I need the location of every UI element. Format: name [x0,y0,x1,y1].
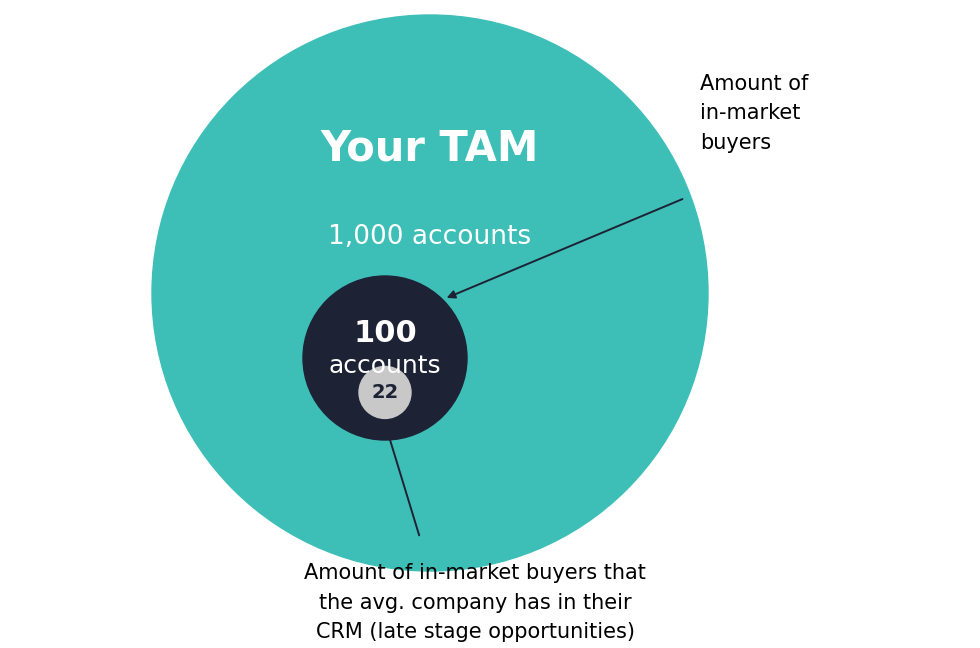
Text: Your TAM: Your TAM [320,128,539,169]
Text: accounts: accounts [328,354,441,378]
Text: 1,000 accounts: 1,000 accounts [328,224,531,250]
Text: 22: 22 [371,383,399,402]
Text: Amount of in-market buyers that
the avg. company has in their
CRM (late stage op: Amount of in-market buyers that the avg.… [304,563,646,642]
Circle shape [303,276,467,440]
Text: Amount of
in-market
buyers: Amount of in-market buyers [700,74,808,153]
Circle shape [359,366,411,419]
Text: 100: 100 [353,319,416,348]
Circle shape [152,15,708,571]
